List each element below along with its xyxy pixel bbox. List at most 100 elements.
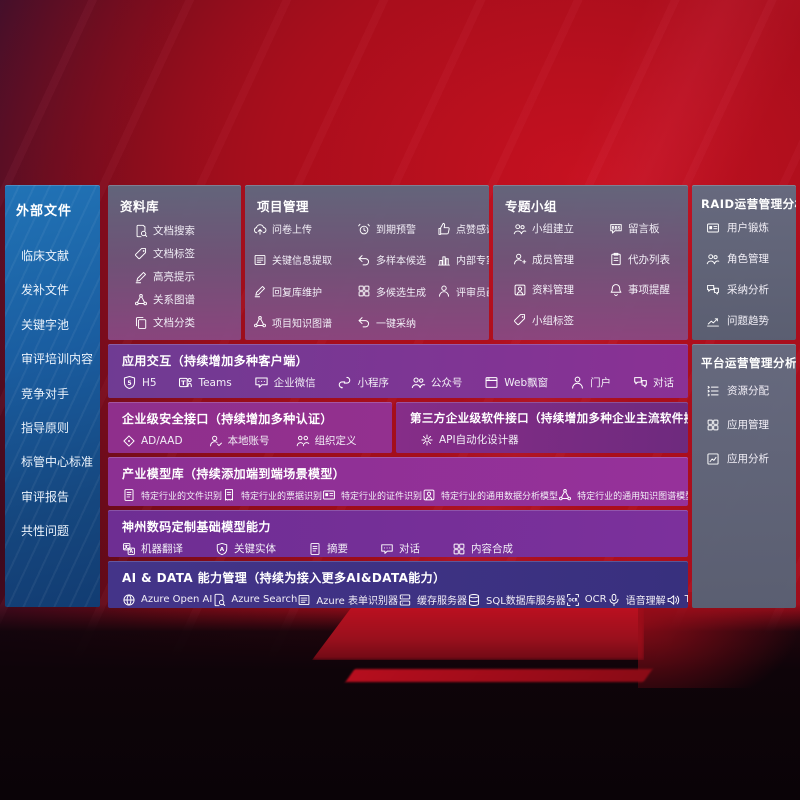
feature-item[interactable]: A 机器翻译 — [122, 541, 183, 556]
feature-item[interactable]: API自动化设计器 — [420, 432, 519, 447]
feature-item[interactable]: 到期预警 — [357, 221, 437, 236]
feature-label: 内容合成 — [471, 543, 513, 555]
section-title: 神州数码定制基础模型能力 — [122, 520, 271, 534]
feature-item[interactable]: 用户锻炼 — [706, 220, 794, 235]
feature-item[interactable]: 资源分配 — [706, 383, 794, 398]
feature-label: 特定行业的票据识别 — [241, 491, 323, 502]
feature-item[interactable]: 特定行业的文件识别 — [122, 488, 222, 502]
feature-item[interactable]: A 关键实体 — [215, 541, 276, 556]
feature-item[interactable]: 问卷上传 — [253, 221, 357, 236]
feature-item[interactable]: 语音理解 — [607, 592, 666, 607]
feature-item[interactable]: Azure 表单识别器 — [297, 592, 398, 607]
s-curve-icon — [337, 375, 352, 390]
feature-item[interactable]: 小程序 — [337, 375, 389, 390]
feature-item[interactable]: 特定行业的通用数据分析模型 — [422, 488, 558, 502]
feature-item[interactable]: 对话 — [380, 541, 420, 556]
mic-icon — [607, 593, 621, 607]
svg-text:A: A — [129, 549, 133, 555]
feature-item[interactable]: 摘要 — [308, 541, 348, 556]
feature-item[interactable]: OCR OCR — [566, 593, 607, 607]
feature-item[interactable]: Azure Search — [212, 593, 297, 607]
feature-item[interactable]: 门户 — [570, 375, 611, 390]
feature-item[interactable]: 评审员画像 — [437, 284, 489, 299]
feature-item[interactable]: 关键信息提取 — [253, 252, 357, 267]
section-title: AI & DATA 能力管理（持续为接入更多AI&DATA能力） — [122, 571, 446, 585]
feature-item[interactable]: 缓存服务器 — [398, 592, 467, 607]
feature-label: 企业微信 — [273, 377, 316, 389]
feature-item[interactable]: 采纳分析 — [706, 282, 794, 297]
sidebar-item[interactable]: 临床文献 — [21, 249, 70, 263]
feature-label: 问卷上传 — [272, 225, 312, 236]
feature-item[interactable]: 多样本候选 — [357, 252, 437, 267]
feature-item[interactable]: 特定行业的票据识别 — [222, 488, 322, 502]
feature-label: 代办列表 — [628, 253, 670, 266]
feature-item[interactable]: SQL数据库服务器 — [467, 592, 566, 607]
doc-icon — [308, 542, 322, 556]
sidebar-item[interactable]: 竞争对手 — [21, 386, 70, 401]
feature-item[interactable]: 内部专家排名 — [437, 252, 489, 267]
feature-item[interactable]: 对话 — [633, 375, 674, 390]
feature-label: 应用分析 — [727, 453, 769, 465]
teams-icon: T — [178, 375, 193, 390]
diamond-icon — [122, 434, 136, 448]
feature-item[interactable]: 成员管理 — [513, 252, 609, 267]
sidebar-item[interactable]: 关键字池 — [21, 317, 70, 332]
shield-5-icon: 5 — [122, 375, 137, 390]
feature-item[interactable]: BBS 留言板 — [609, 221, 686, 236]
sidebar-item[interactable]: 发补文件 — [21, 283, 70, 298]
feature-item[interactable]: 点赞感谢 — [437, 221, 489, 236]
sidebar-item[interactable]: 标管中心标准 — [21, 455, 94, 470]
feature-item[interactable]: 文档分类 — [134, 315, 237, 330]
list-icon — [706, 384, 720, 398]
panel-project-management: 项目管理 问卷上传 到期预警 点赞感谢关键信息提取 多样本候选 内部专家排名回复库维护 多… — [245, 185, 489, 340]
panel-external-files: 外部文件 临床文献 发补文件 关键字池 审评培训内容 竞争对手 指导原则 标管中心标准 审评报… — [5, 185, 100, 607]
feature-item[interactable]: 关系图谱 — [134, 292, 237, 307]
feature-item[interactable]: 多候选生成 — [357, 284, 437, 299]
alarm-icon — [357, 222, 371, 236]
feature-item[interactable]: 角色管理 — [706, 251, 794, 266]
feature-item[interactable]: 内容合成 — [452, 541, 513, 556]
section-items: Azure Open AI Azure Search Azure 表单识别器 缓存服务… — [108, 586, 688, 607]
album-icon — [513, 283, 527, 297]
feature-item[interactable]: 组织定义 — [296, 433, 357, 448]
feature-item[interactable]: AD/AAD — [122, 434, 183, 448]
feature-item[interactable]: 回复库维护 — [253, 284, 357, 299]
feature-item[interactable]: Azure Open AI — [122, 593, 212, 607]
feature-label: 用户锻炼 — [727, 222, 769, 234]
feature-item[interactable]: 企业微信 — [254, 375, 316, 390]
feature-item[interactable]: 应用管理 — [706, 417, 794, 432]
feature-item[interactable]: 一键采纳 — [357, 315, 437, 330]
sidebar-item[interactable]: 审评报告 — [21, 489, 70, 504]
feature-item[interactable]: TTS — [666, 593, 688, 607]
feature-item[interactable]: 应用分析 — [706, 451, 794, 466]
feature-item[interactable]: 资料管理 — [513, 282, 609, 297]
feature-item[interactable]: 文档标签 — [134, 246, 237, 261]
feature-item[interactable]: 特定行业的证件识别 — [322, 488, 422, 502]
feature-item[interactable]: 项目知识图谱 — [253, 315, 357, 330]
feature-item[interactable]: 特定行业的通用知识图谱模型 — [558, 488, 688, 502]
feature-item[interactable]: 事项提醒 — [609, 282, 686, 297]
people-icon — [513, 222, 527, 236]
feature-item[interactable]: 公众号 — [411, 375, 462, 390]
feature-item[interactable]: 小组建立 — [513, 221, 609, 236]
section-title: 企业级安全接口（持续增加多种认证） — [122, 412, 333, 426]
feature-item[interactable]: 代办列表 — [609, 252, 686, 267]
feature-label: Teams — [198, 376, 232, 389]
feature-item[interactable]: 高亮提示 — [134, 269, 237, 284]
person-icon — [437, 284, 451, 298]
svg-text:A: A — [220, 547, 225, 553]
sidebar-item[interactable]: 指导原则 — [21, 420, 70, 435]
sidebar-item[interactable]: 审评培训内容 — [21, 352, 94, 367]
feature-item[interactable]: 本地账号 — [209, 433, 270, 448]
feature-item[interactable]: T Teams — [178, 375, 232, 390]
feature-item[interactable]: 文档搜索 — [134, 223, 237, 238]
feature-item[interactable]: Web飘窗 — [484, 375, 548, 390]
feature-item[interactable]: 小组标签 — [513, 313, 609, 328]
feature-label: 特定行业的通用知识图谱模型 — [577, 491, 688, 502]
db-icon — [467, 593, 481, 607]
translate-icon: A — [122, 542, 136, 556]
feature-item[interactable]: 5 H5 — [122, 375, 157, 390]
feature-label: SQL数据库服务器 — [486, 596, 566, 607]
feature-item[interactable]: 问题趋势 — [706, 313, 794, 328]
sidebar-item[interactable]: 共性问题 — [21, 524, 70, 538]
